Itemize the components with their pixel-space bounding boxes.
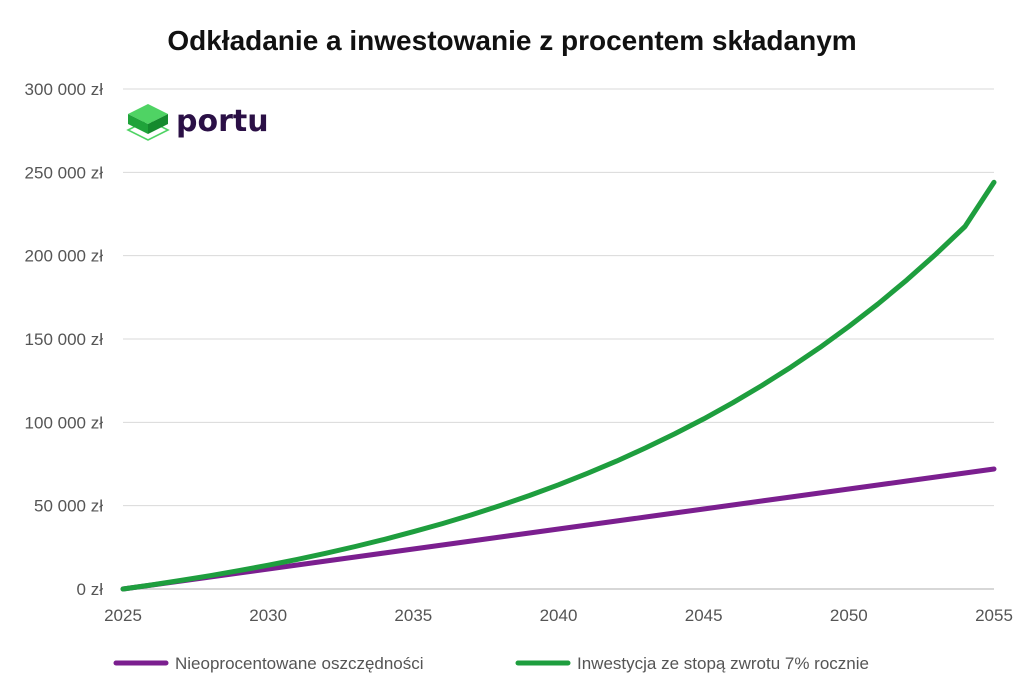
gridlines (123, 88, 994, 507)
x-tick-label: 2055 (975, 606, 1013, 625)
y-tick-label: 100 000 zł (25, 413, 104, 432)
y-tick-label: 200 000 zł (25, 247, 104, 266)
x-tick-label: 2045 (685, 606, 723, 625)
chart-title: Odkładanie a inwestowanie z procentem sk… (167, 25, 856, 56)
brand-name: portu (176, 104, 269, 139)
legend-label: Inwestycja ze stopą zwrotu 7% rocznie (577, 654, 869, 673)
x-tick-label: 2035 (394, 606, 432, 625)
y-tick-label: 300 000 zł (25, 80, 104, 99)
portu-logo: portu (126, 104, 269, 141)
x-tick-label: 2025 (104, 606, 142, 625)
series-lines (120, 179, 997, 592)
x-tick-label: 2050 (830, 606, 868, 625)
y-tick-label: 150 000 zł (25, 330, 104, 349)
legend: Nieoprocentowane oszczędności Inwestycja … (113, 654, 869, 673)
y-tick-label: 0 zł (77, 580, 104, 599)
y-tick-label: 50 000 zł (34, 497, 103, 516)
legend-label: Nieoprocentowane oszczędności (175, 654, 424, 673)
series-line-1 (120, 179, 997, 592)
x-tick-label: 2030 (249, 606, 287, 625)
x-tick-label: 2040 (540, 606, 578, 625)
x-axis-tick-labels: 2025 2030 2035 2040 2045 2050 2055 (104, 606, 1013, 625)
series-line-0 (120, 466, 997, 592)
y-tick-label: 250 000 zł (25, 163, 104, 182)
y-axis-tick-labels: 0 zł 50 000 zł 100 000 zł 150 000 zł 200 000… (25, 80, 104, 599)
stacked-cube-logo-icon (126, 104, 170, 141)
